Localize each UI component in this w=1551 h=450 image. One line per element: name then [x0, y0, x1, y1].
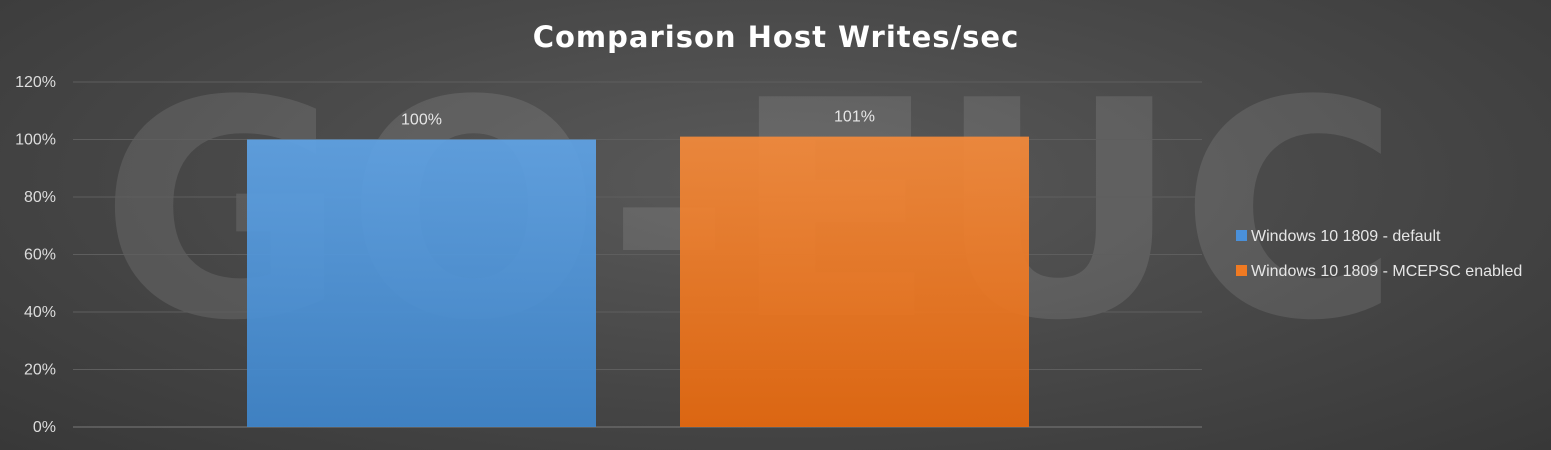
legend-label: Windows 10 1809 - default [1251, 228, 1441, 245]
y-tick-label: 120% [15, 74, 56, 91]
bar-mcepsc-enabled [680, 136, 1029, 427]
bars [247, 136, 1029, 427]
data-label: 101% [834, 109, 875, 126]
legend-item: Windows 10 1809 - MCEPSC enabled [1236, 263, 1522, 280]
legend: Windows 10 1809 - default Windows 10 1809… [1236, 228, 1522, 280]
legend-swatch [1236, 265, 1247, 276]
y-tick-label: 0% [33, 419, 56, 436]
bar-default [247, 139, 596, 427]
y-tick-label: 40% [24, 304, 56, 321]
legend-swatch [1236, 230, 1247, 241]
y-tick-label: 100% [15, 132, 56, 149]
data-labels: 100% 101% [401, 109, 875, 129]
y-tick-label: 60% [24, 247, 56, 264]
legend-label: Windows 10 1809 - MCEPSC enabled [1251, 263, 1522, 280]
y-axis-ticks: 0% 20% 40% 60% 80% 100% 120% [15, 74, 56, 436]
y-tick-label: 80% [24, 189, 56, 206]
y-tick-label: 20% [24, 362, 56, 379]
data-label: 100% [401, 112, 442, 129]
legend-item: Windows 10 1809 - default [1236, 228, 1441, 245]
chart-title: Comparison Host Writes/sec [533, 20, 1020, 54]
